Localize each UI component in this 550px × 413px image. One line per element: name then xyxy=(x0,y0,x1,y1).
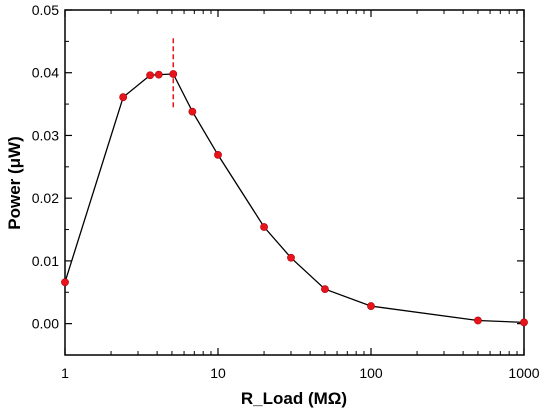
data-point xyxy=(321,285,329,294)
y-tick-label: 0.02 xyxy=(32,190,59,206)
y-tick-label: 0.01 xyxy=(32,253,59,269)
data-point xyxy=(154,70,163,79)
plot-area xyxy=(64,9,525,356)
x-tick-label: 10 xyxy=(210,365,226,381)
y-tick-label: 0.04 xyxy=(32,65,59,81)
data-point xyxy=(474,316,482,325)
y-tick-label: 0.00 xyxy=(32,316,59,332)
data-point xyxy=(260,223,268,231)
data-point xyxy=(119,93,128,102)
y-tick-label: 0.05 xyxy=(32,2,59,18)
data-point xyxy=(61,278,69,287)
x-axis-title: R_Load (MΩ) xyxy=(241,389,347,408)
x-tick-label: 1 xyxy=(61,365,69,381)
data-point xyxy=(287,253,295,262)
data-point xyxy=(214,150,222,159)
series-line xyxy=(64,73,525,324)
data-point xyxy=(520,318,528,327)
series-layer xyxy=(61,70,528,327)
data-point xyxy=(188,107,197,116)
x-tick-label: 1000 xyxy=(508,365,539,381)
y-tick-label: 0.03 xyxy=(32,127,59,143)
axes: 1 10 100 1000 0.00 0.01 0.02 0.03 0.04 0.05 xyxy=(32,2,540,381)
data-point xyxy=(367,302,375,310)
data-point xyxy=(146,71,155,80)
y-axis-title: Power (μW) xyxy=(5,136,24,230)
plot-frame xyxy=(64,9,525,356)
x-tick-label: 100 xyxy=(359,365,383,381)
